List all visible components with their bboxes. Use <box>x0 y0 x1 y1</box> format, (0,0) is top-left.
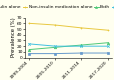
Line: Insulin alone: Insulin alone <box>28 52 108 55</box>
Both <box>106 42 107 43</box>
Non-insulin medication alone <box>80 27 82 28</box>
Insulin alone <box>80 53 82 54</box>
No medication <box>28 43 30 44</box>
Both <box>80 45 82 46</box>
Legend: Insulin alone, Non-insulin medication alone, Both, No medication: Insulin alone, Non-insulin medication al… <box>0 5 114 10</box>
Insulin alone <box>106 53 107 54</box>
Line: No medication: No medication <box>28 43 108 47</box>
Y-axis label: Prevalence (%): Prevalence (%) <box>10 18 15 57</box>
Insulin alone <box>28 53 30 54</box>
Non-insulin medication alone <box>28 23 30 24</box>
Line: Non-insulin medication alone: Non-insulin medication alone <box>28 22 108 31</box>
No medication <box>80 46 82 47</box>
Both <box>54 47 56 48</box>
Line: Both: Both <box>28 42 108 51</box>
Insulin alone <box>54 53 56 54</box>
Non-insulin medication alone <box>54 25 56 26</box>
Non-insulin medication alone <box>106 30 107 31</box>
No medication <box>106 46 107 47</box>
Both <box>28 49 30 50</box>
No medication <box>54 46 56 47</box>
